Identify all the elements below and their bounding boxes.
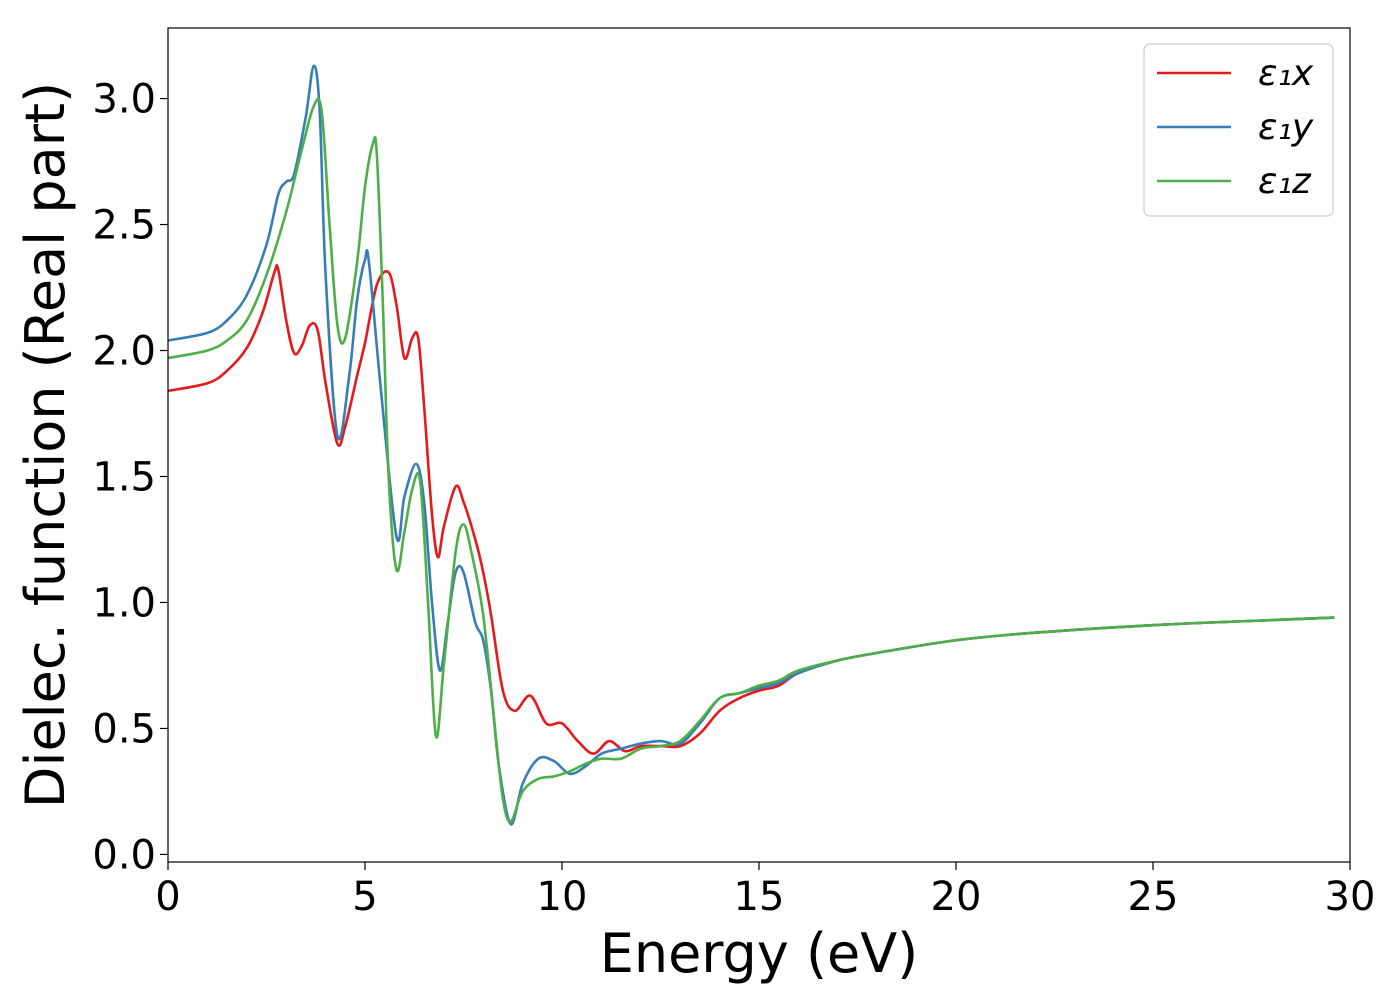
y-tick-label: 0.0 <box>92 832 156 878</box>
legend: ε₁x ε₁y ε₁z <box>1143 43 1334 217</box>
legend-entry: ε₁z <box>1258 161 1312 202</box>
y-axis-label: Dielec. function (Real part) <box>14 82 77 808</box>
series-line-3 <box>167 97 1335 824</box>
series-lines <box>167 64 1335 826</box>
y-axis-ticks: 0.0 0.5 1.0 1.5 2.0 2.5 3.0 <box>92 77 168 878</box>
x-tick-label: 10 <box>537 874 588 920</box>
y-tick-label: 2.5 <box>92 203 156 249</box>
y-tick-label: 0.5 <box>92 706 156 752</box>
legend-entry: ε₁x <box>1258 53 1314 94</box>
x-tick-label: 15 <box>734 874 785 920</box>
y-tick-label: 3.0 <box>92 77 156 123</box>
x-axis-ticks: 0 5 10 15 20 25 30 <box>155 862 1375 920</box>
x-axis-label: Energy (eV) <box>600 922 919 985</box>
y-tick-label: 1.5 <box>92 454 156 500</box>
series-line-2 <box>167 64 1335 826</box>
legend-entry: ε₁y <box>1258 107 1314 148</box>
legend-box <box>1143 43 1334 217</box>
x-tick-label: 0 <box>155 874 180 920</box>
x-tick-label: 30 <box>1325 874 1376 920</box>
x-tick-label: 25 <box>1128 874 1179 920</box>
x-tick-label: 5 <box>352 874 377 920</box>
x-tick-label: 20 <box>931 874 982 920</box>
series-line-1 <box>167 263 1335 755</box>
y-tick-label: 2.0 <box>92 329 156 375</box>
y-tick-label: 1.0 <box>92 580 156 626</box>
